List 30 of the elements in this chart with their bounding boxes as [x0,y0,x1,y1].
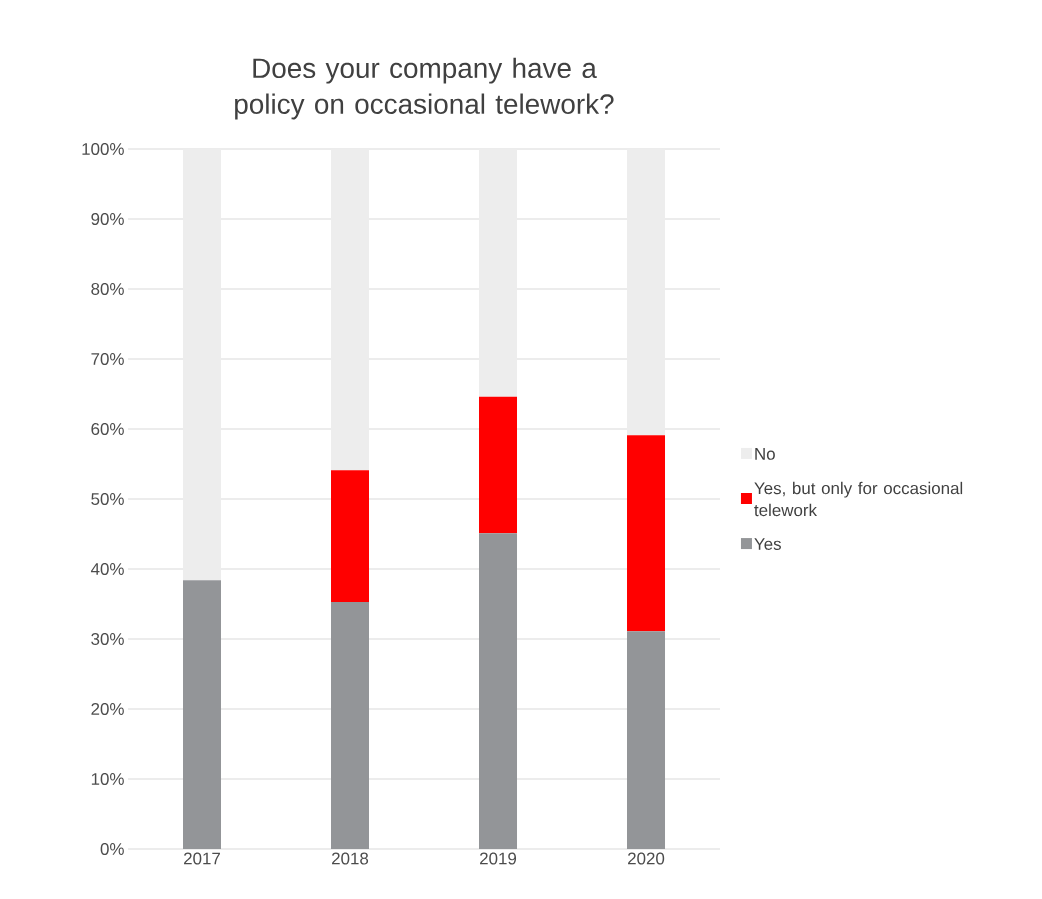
bar [627,148,666,436]
bar [183,148,221,581]
y-tick-label: 30% [91,633,124,645]
bar [479,148,518,397]
bar [479,533,518,849]
bar [479,396,518,534]
y-tick-label: 100% [82,142,124,155]
x-tick-label: 2018 [332,852,369,865]
y-tick-label: 90% [91,212,124,225]
y-tick-label: 60% [91,423,124,435]
bar [627,631,666,849]
x-tick-label: 2017 [184,852,220,865]
bar [331,470,369,602]
y-tick-label: 80% [91,282,124,295]
y-tick-label: 20% [91,703,124,715]
x-tick-label: 2019 [480,852,517,865]
y-tick-label: 10% [91,773,124,785]
y-tick-label: 0% [100,843,124,855]
y-tick-label: 70% [91,353,124,365]
x-tick-label: 2020 [628,852,665,865]
chart-title: Does your company have a policy on occasional telework? [235,57,614,120]
bar [331,148,369,471]
legend-label: Yes [754,538,781,550]
y-tick-label: 50% [91,493,124,505]
bar [183,580,221,849]
legend-label: Yes, but only for occasional telework [754,481,963,517]
legend-label: No [755,448,775,460]
bar [627,435,666,632]
bar [331,601,369,849]
y-tick-label: 40% [90,563,124,575]
